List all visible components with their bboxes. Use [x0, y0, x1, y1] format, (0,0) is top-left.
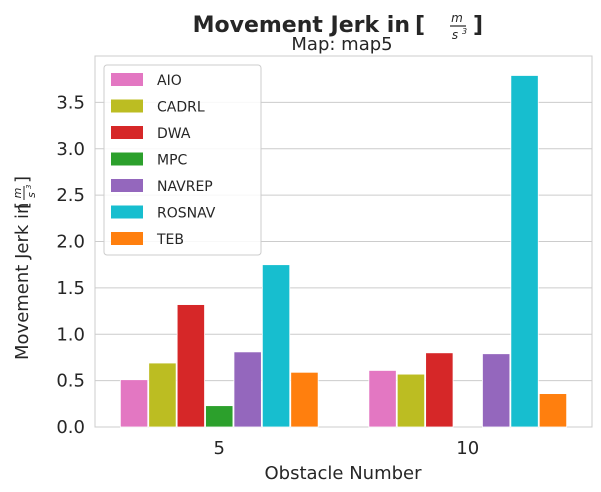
bar-teb-10 [538, 393, 568, 428]
y-tick-label: 1.0 [56, 324, 85, 345]
legend-label-mpc: MPC [157, 153, 188, 169]
chart-title-bracket-open: [ [415, 13, 425, 38]
bars [119, 75, 568, 428]
chart-title: Movement Jerk in [ m s 3 ] [193, 11, 483, 42]
legend-swatch-rosnav [111, 205, 143, 219]
y-axis-label-unit-numerator: m [11, 188, 24, 199]
y-tick-label: 0.5 [56, 371, 85, 392]
legend-label-navrep: NAVREP [157, 179, 213, 195]
legend-frame [103, 64, 262, 256]
y-tick-label: 3.5 [56, 92, 85, 113]
y-axis-label: Movement Jerk in [ m s 3 ] [11, 176, 38, 360]
chart-title-unit-exponent: 3 [462, 27, 467, 36]
chart-title-bracket-close: ] [473, 13, 483, 38]
y-tick-label: 2.0 [56, 232, 85, 253]
y-tick-labels: 0.0 0.5 1.0 1.5 2.0 2.5 3.0 3.5 [56, 92, 85, 438]
y-axis-label-text: Movement Jerk in [12, 203, 33, 360]
legend-label-rosnav: ROSNAV [157, 206, 216, 222]
legend-label-aio: AIO [157, 73, 182, 89]
bar-dwa-5 [176, 304, 205, 428]
bar-mpc-5 [205, 405, 234, 428]
y-axis-label-bracket-open: [ [12, 202, 33, 209]
y-axis-label-unit-denominator: s [25, 192, 38, 198]
legend-swatch-cadrl [111, 99, 143, 113]
bar-dwa-10 [425, 352, 454, 428]
bar-aio-10 [368, 370, 397, 428]
bar-teb-5 [290, 371, 319, 428]
y-tick-label: 2.5 [56, 185, 85, 206]
bar-rosnav-5 [261, 264, 291, 428]
bar-rosnav-10 [510, 75, 539, 428]
legend-swatch-teb [111, 232, 143, 245]
legend-label-teb: TEB [156, 232, 184, 248]
x-tick-labels: 5 10 [214, 438, 480, 459]
bar-navrep-5 [233, 351, 262, 428]
legend-swatch-navrep [111, 179, 143, 192]
bar-navrep-10 [482, 353, 511, 428]
legend-swatch-mpc [111, 152, 143, 166]
chart-title-text: Movement Jerk in [193, 13, 410, 38]
y-axis-label-bracket-close: ] [12, 176, 33, 183]
x-axis-label: Obstacle Number [264, 463, 422, 484]
bar-cadrl-5 [148, 362, 177, 428]
y-tick-label: 0.0 [56, 417, 85, 438]
bar-cadrl-10 [396, 373, 426, 428]
y-axis-label-unit-exponent: 3 [25, 185, 33, 189]
legend-items: AIO CADRL DWA MPC NAVREP ROSNAV TEB [111, 73, 216, 248]
bar-aio-5 [119, 379, 149, 428]
chart-subtitle: Map: map5 [291, 34, 392, 55]
legend-label-cadrl: CADRL [157, 100, 205, 116]
legend-swatch-dwa [111, 126, 143, 139]
legend-label-dwa: DWA [157, 126, 191, 142]
y-tick-label: 1.5 [56, 278, 85, 299]
y-tick-label: 3.0 [56, 139, 85, 160]
chart-title-unit-numerator: m [451, 11, 463, 25]
x-tick-label: 10 [456, 438, 479, 459]
x-tick-label: 5 [214, 438, 225, 459]
legend-swatch-aio [111, 73, 143, 86]
chart-title-unit-denominator: s [452, 28, 458, 42]
legend: AIO CADRL DWA MPC NAVREP ROSNAV TEB [103, 64, 262, 256]
